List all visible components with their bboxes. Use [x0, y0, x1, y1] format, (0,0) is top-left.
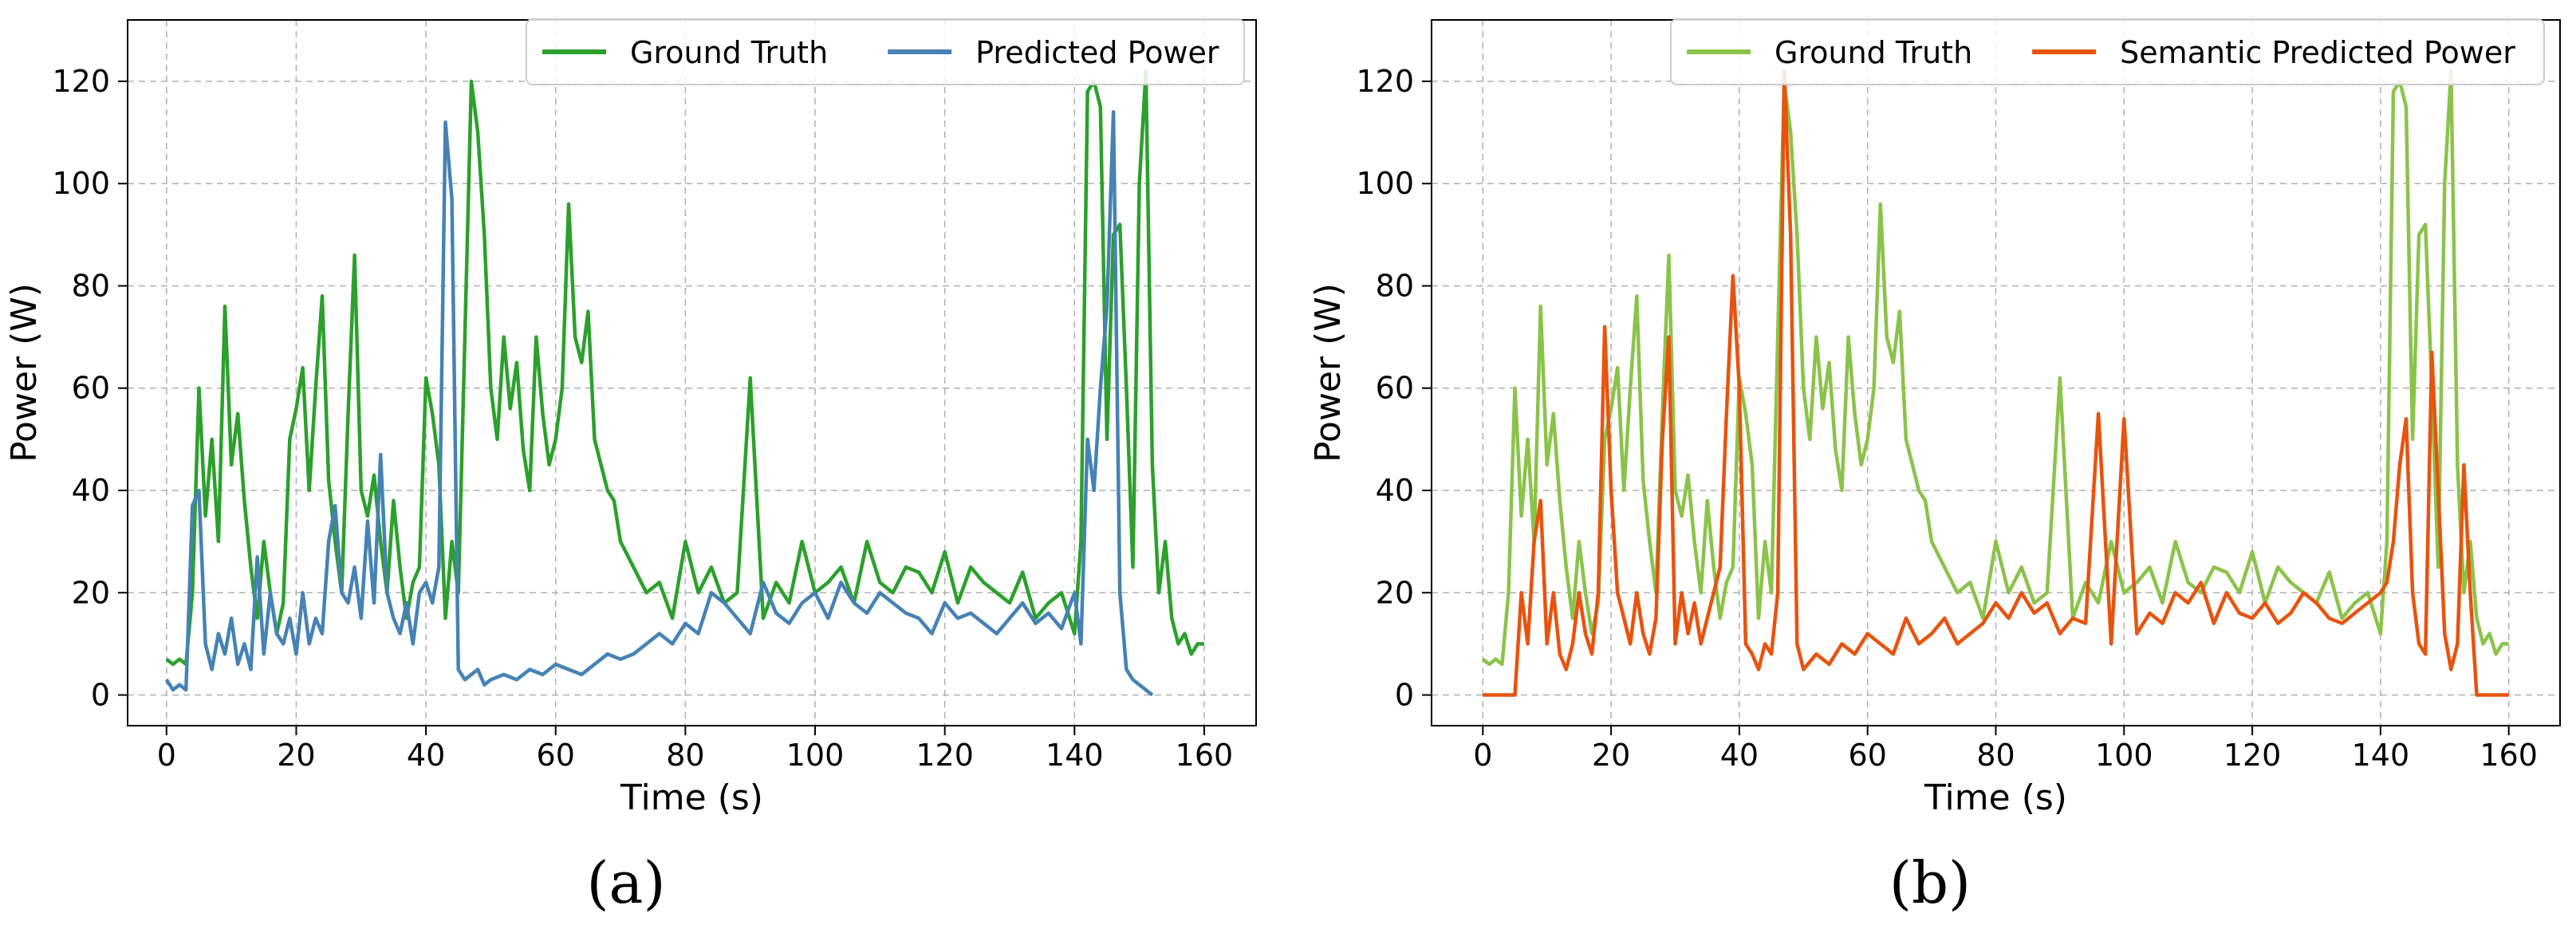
x-tick-label: 120: [2223, 738, 2282, 773]
x-tick-label: 60: [537, 738, 575, 773]
x-axis-label: Time (s): [1924, 778, 2067, 818]
x-tick-label: 40: [407, 738, 445, 773]
y-tick-label: 80: [1376, 268, 1414, 303]
y-tick-label: 120: [1356, 64, 1414, 99]
x-tick-label: 80: [1976, 738, 2015, 773]
series-line-predicted: [1483, 69, 2509, 697]
legend-label: Predicted Power: [975, 35, 1219, 70]
chart-panel-a: 0 20 40 60 80 100 120 140 160 0 20 40 60 80 100 120 Time…: [4, 18, 1257, 818]
y-tick-label: 80: [72, 268, 110, 303]
x-tick-label: 100: [2095, 738, 2153, 773]
y-tick-label: 40: [72, 473, 110, 508]
caption-b: (b): [1889, 849, 1971, 916]
y-tick-label: 20: [1376, 575, 1414, 610]
x-tick-label: 120: [916, 738, 974, 773]
y-axis-label: Power (W): [1308, 283, 1349, 463]
y-tick-label: 60: [72, 371, 110, 406]
x-tick-label: 0: [1473, 738, 1492, 773]
legend-label: Ground Truth: [630, 35, 828, 70]
legend-box: [526, 18, 1245, 85]
x-tick-label: 0: [157, 738, 176, 773]
legend-label: Semantic Predicted Power: [2120, 35, 2515, 70]
y-tick-label: 100: [52, 166, 110, 201]
x-tick-label: 160: [2479, 738, 2538, 773]
caption-a: (a): [586, 849, 666, 916]
legend-label: Ground Truth: [1774, 35, 1972, 70]
x-tick-label: 40: [1720, 738, 1759, 773]
y-tick-label: 60: [1376, 371, 1414, 406]
x-tick-label: 20: [277, 738, 315, 773]
x-tick-label: 140: [2352, 738, 2410, 773]
x-tick-label: 140: [1046, 738, 1104, 773]
y-tick-label: 120: [52, 64, 110, 99]
y-tick-label: 20: [72, 575, 110, 610]
y-tick-label: 40: [1376, 473, 1414, 508]
x-tick-label: 80: [666, 738, 704, 773]
x-tick-label: 160: [1176, 738, 1234, 773]
y-tick-label: 0: [1395, 678, 1414, 713]
chart-panel-b: 0 20 40 60 80 100 120 140 160 0 20 40 60 80 100 120 Time…: [1308, 18, 2561, 818]
x-tick-label: 60: [1849, 738, 1887, 773]
series-line-predicted: [164, 110, 1154, 697]
series-line-ground-truth: [165, 69, 1204, 667]
x-tick-label: 100: [786, 738, 845, 773]
x-tick-label: 20: [1592, 738, 1630, 773]
y-tick-label: 0: [91, 678, 110, 713]
x-axis-label: Time (s): [620, 778, 763, 818]
y-tick-label: 100: [1356, 166, 1414, 201]
y-axis-label: Power (W): [4, 283, 45, 463]
legend-box: [1670, 18, 2545, 85]
